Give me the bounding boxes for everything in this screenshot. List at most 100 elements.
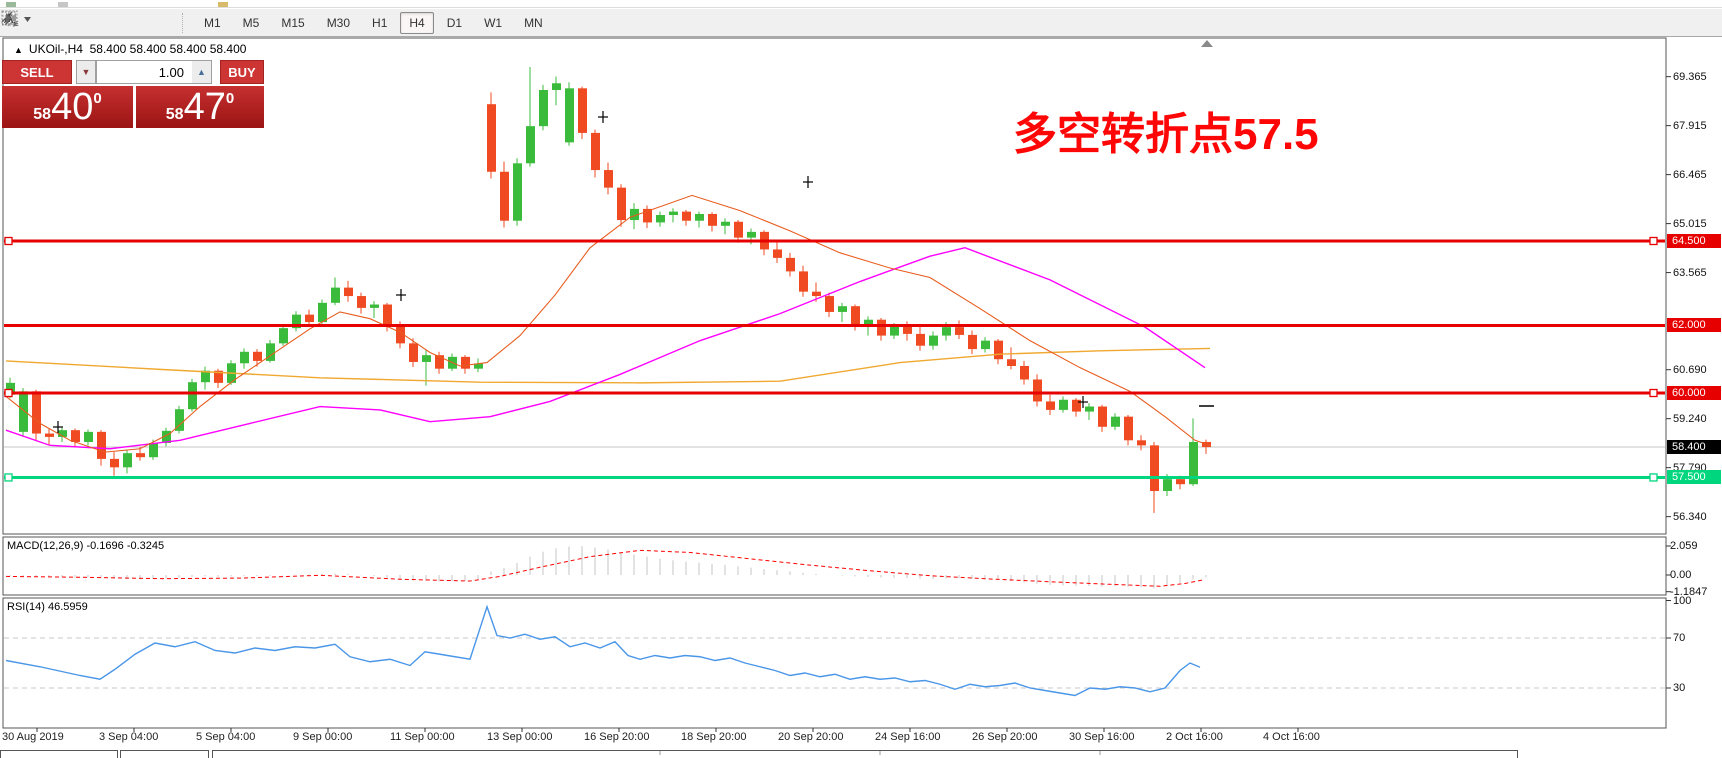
candle-body (1163, 479, 1172, 491)
timeframe-M1[interactable]: M1 (204, 15, 221, 30)
timeframe-D1[interactable]: D1 (446, 15, 463, 30)
macd-tick-label: 2.059 (1670, 539, 1698, 552)
rsi-label: RSI(14) 46.5959 (7, 601, 88, 613)
candle-body (552, 83, 561, 91)
candle-body (188, 382, 197, 410)
candle-body (968, 334, 977, 350)
toolbar-separator (182, 12, 187, 33)
collapse-triangle-icon[interactable]: ▲ (14, 45, 23, 55)
candle-body (279, 328, 288, 344)
timeframe-MN[interactable]: MN (524, 15, 543, 30)
candle-body (58, 430, 67, 437)
candle-body (786, 257, 795, 272)
volume-increase-button[interactable]: ▲ (192, 60, 212, 84)
time-axis-label: 3 Sep 04:00 (99, 731, 159, 743)
level-handle[interactable] (1649, 473, 1658, 482)
price-tick-label: 69.365 (1673, 70, 1707, 83)
price-tick-label: 66.465 (1673, 168, 1707, 181)
timeframe-M5[interactable]: M5 (242, 15, 260, 30)
rsi-tick-label: 70 (1673, 632, 1686, 644)
main-pane-border (2, 37, 1667, 535)
rsi-tick-label: 100 (1673, 594, 1692, 607)
rsi-pane-border (2, 597, 1667, 729)
time-axis-label: 20 Sep 20:00 (778, 731, 844, 743)
sell-button[interactable]: SELL (2, 60, 72, 84)
candle-body (305, 314, 314, 323)
candle-body (630, 208, 639, 221)
candle-body (1085, 406, 1094, 412)
candle-body (747, 231, 756, 238)
level-handle[interactable] (4, 473, 13, 482)
timeframe-W1[interactable]: W1 (484, 15, 503, 30)
candle-body (1150, 445, 1159, 491)
candle-body (890, 326, 899, 336)
macd-pane-border (2, 536, 1667, 596)
macd-signal-line (5, 549, 1206, 587)
rsi-line (5, 604, 1201, 697)
price-badge-64.500: 64.500 (1667, 234, 1721, 248)
sell-price-big: 40 (51, 86, 94, 128)
candle-body (97, 431, 106, 459)
chart-shift-marker-icon[interactable] (1201, 40, 1213, 47)
candle-body (6, 382, 15, 395)
level-handle[interactable] (1649, 388, 1658, 398)
candle-body (812, 291, 821, 297)
quote-values: 58.400 58.400 58.400 58.400 (89, 42, 247, 56)
price-tick-label: 67.915 (1673, 119, 1707, 132)
candle-body (617, 187, 626, 221)
chart-annotation-text[interactable]: 多空转折点57.5 (1013, 110, 1319, 159)
candle-body (1111, 416, 1120, 427)
candle-body (1137, 440, 1146, 446)
macd-tick-label: 0.00 (1670, 569, 1692, 581)
volume-decrease-button[interactable]: ▼ (76, 60, 96, 84)
time-axis-label: 2 Oct 16:00 (1166, 731, 1223, 743)
volume-input[interactable] (96, 60, 192, 84)
candle-body (123, 453, 132, 468)
clipped-icon-fragment (58, 2, 68, 7)
time-axis-label: 16 Sep 20:00 (584, 731, 650, 743)
candle-body (1020, 365, 1029, 380)
timeframe-M30[interactable]: M30 (326, 15, 351, 30)
candle-body (84, 431, 93, 442)
candle-body (604, 170, 613, 188)
price-tick-label: 59.240 (1673, 412, 1707, 425)
candle-body (1033, 379, 1042, 402)
timeframe-M15[interactable]: M15 (281, 15, 305, 30)
timeframe-group: M1 M5 M15 M30 H1 H4 D1 W1 MN (193, 11, 554, 34)
candle-body (45, 433, 54, 437)
timeframe-H4[interactable]: H4 (400, 11, 434, 34)
candle-body (994, 340, 1003, 360)
candle-body (734, 221, 743, 238)
candle-body (162, 430, 171, 444)
caret-down-icon (24, 17, 31, 22)
time-axis-label: 13 Sep 00:00 (487, 731, 553, 743)
candle-body (773, 249, 782, 258)
buy-button[interactable]: BUY (220, 60, 264, 84)
rsi-tick-label: 30 (1673, 682, 1686, 694)
price-badge-62.000: 62.000 (1667, 318, 1721, 333)
candle-body (409, 343, 418, 362)
candle-body (201, 370, 210, 383)
candle-body (513, 163, 522, 221)
sell-price-sup: 0 (93, 90, 102, 107)
candle-body (708, 213, 717, 226)
candle-body (955, 327, 964, 335)
buy-price-display[interactable]: 58 47 0 (136, 86, 264, 128)
candle-body (318, 302, 327, 323)
arrow-objects-icon[interactable] (6, 12, 172, 34)
sell-price-display[interactable]: 58 40 0 (2, 86, 133, 128)
timeframe-H1[interactable]: H1 (372, 15, 388, 30)
candle-body (396, 326, 405, 344)
candle-body (240, 351, 249, 364)
level-handle[interactable] (4, 236, 13, 246)
time-axis-label: 11 Sep 00:00 (390, 731, 455, 743)
candle-body (253, 351, 262, 361)
candle-body (1059, 399, 1068, 410)
svg-text:F: F (13, 22, 17, 27)
buy-price-big: 47 (183, 86, 226, 128)
level-handle[interactable] (1649, 236, 1658, 246)
level-handle[interactable] (4, 388, 13, 398)
ma-mid-line (5, 247, 1206, 450)
